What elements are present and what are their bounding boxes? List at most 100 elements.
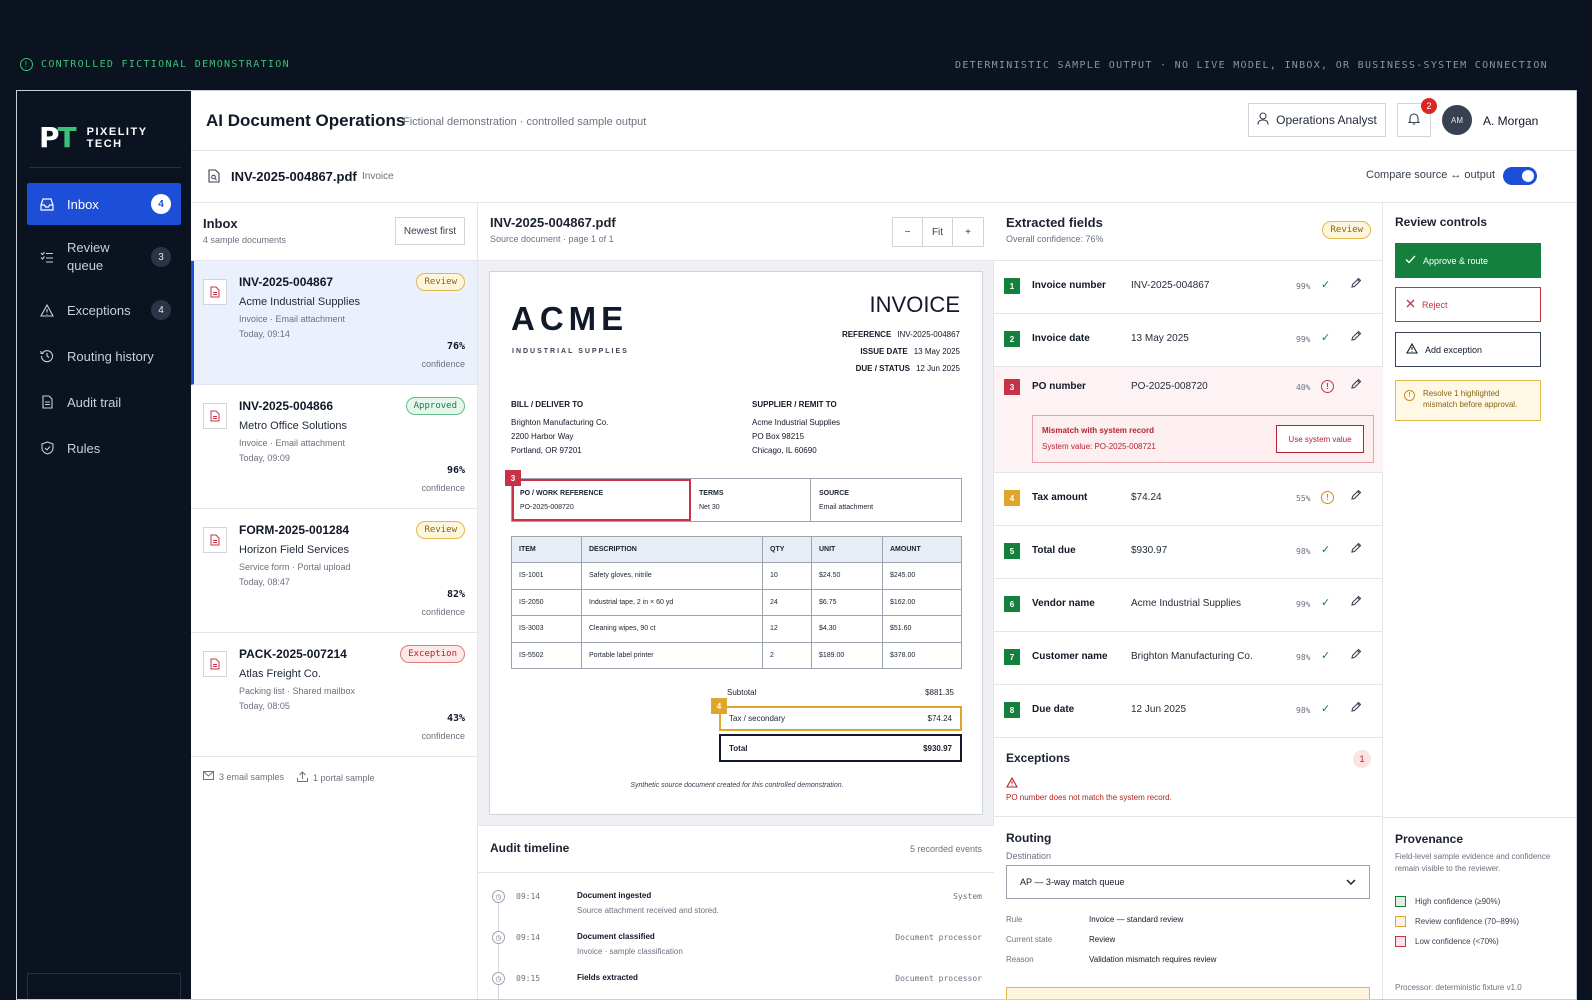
- sidebar-item-review-queue[interactable]: Review queue 3: [27, 229, 181, 285]
- field-row[interactable]: 5 Total due $930.97 98% ✓: [994, 526, 1383, 579]
- info-icon: !: [20, 58, 33, 71]
- field-label: Due date: [1032, 704, 1075, 715]
- demo-banner: ! CONTROLLED FICTIONAL DEMONSTRATION DET…: [0, 0, 1592, 90]
- sidebar-item-routing-history[interactable]: Routing history: [27, 335, 181, 377]
- table-cell: 24: [762, 588, 812, 616]
- role-button[interactable]: Operations Analyst: [1248, 103, 1386, 137]
- sort-button[interactable]: Newest first: [395, 217, 465, 245]
- field-row[interactable]: 1 Invoice number INV-2025-004867 99% ✓: [994, 261, 1383, 314]
- inbox-header: Inbox 4 sample documents Newest first: [191, 203, 477, 261]
- inbox-item[interactable]: INV-2025-004867 Acme Industrial Supplies I…: [191, 261, 477, 385]
- inbox-item[interactable]: FORM-2025-001284 Horizon Field Services Se…: [191, 509, 477, 633]
- total-row: Total $930.97: [719, 734, 962, 762]
- inbox-list: INV-2025-004867 Acme Industrial Supplies I…: [191, 261, 477, 757]
- table-cell: 10: [762, 562, 812, 590]
- zoom-in-button[interactable]: +: [965, 226, 971, 238]
- field-row[interactable]: 3 PO number PO-2025-008720 40%! Mismatch wit…: [994, 367, 1383, 473]
- notifications-button[interactable]: 2: [1397, 98, 1437, 137]
- inbox-item-id: INV-2025-004867: [239, 275, 334, 289]
- page-subtitle: Fictional demonstration · controlled sam…: [403, 116, 647, 128]
- table-cell: IS-3003: [511, 615, 582, 643]
- field-label: Total due: [1032, 545, 1076, 556]
- mismatch-alert: Mismatch with system record System value:…: [1032, 415, 1374, 463]
- zoom-fit-button[interactable]: Fit: [923, 218, 953, 246]
- edit-icon[interactable]: [1350, 378, 1362, 393]
- provenance-desc: Field-level sample evidence and confiden…: [1395, 852, 1551, 873]
- sidebar-item-exceptions[interactable]: Exceptions 4: [27, 289, 181, 331]
- sidebar-item-rules[interactable]: Rules: [27, 427, 181, 469]
- field-row[interactable]: 4 Tax amount $74.24 55%!: [994, 473, 1383, 526]
- compare-toggle[interactable]: [1503, 167, 1537, 185]
- check-icon: ✓: [1321, 544, 1331, 556]
- field-row[interactable]: 6 Vendor name Acme Industrial Supplies 99% ✓: [994, 579, 1383, 632]
- inbox-item[interactable]: PACK-2025-007214 Atlas Freight Co. Packing…: [191, 633, 477, 757]
- inbox-title: Inbox: [203, 216, 238, 231]
- invoice-page: ACME INDUSTRIAL SUPPLIES INVOICE REFEREN…: [489, 271, 983, 815]
- tax-row[interactable]: Tax / secondary $74.24: [719, 706, 962, 731]
- field-value: 12 Jun 2025: [1131, 704, 1187, 715]
- alert-icon: !: [1321, 380, 1334, 393]
- inbox-item-confidence: 82%: [446, 589, 465, 600]
- subtotal-row: Subtotal $881.35: [727, 687, 954, 697]
- field-confidence: 99%: [1296, 282, 1311, 291]
- bill-to-block: BILL / DELIVER TO Brighton Manufacturing…: [511, 400, 609, 455]
- inbox-item[interactable]: INV-2025-004866 Metro Office Solutions Inv…: [191, 385, 477, 509]
- banner-left-text: CONTROLLED FICTIONAL DEMONSTRATION: [41, 59, 290, 70]
- field-marker: 5: [1004, 543, 1020, 559]
- timeline-event: ◷ 09:15 Fields extracted Document processor: [478, 972, 994, 999]
- field-value: INV-2025-004867: [1131, 280, 1210, 291]
- extracted-fields-panel: Extracted fields Overall confidence: 76%…: [994, 203, 1383, 999]
- inbox-item-time: Today, 08:47: [239, 577, 290, 587]
- destination-select[interactable]: AP — 3-way match queue: [1006, 865, 1370, 899]
- user-name[interactable]: A. Morgan: [1483, 114, 1539, 128]
- edit-icon[interactable]: [1350, 595, 1362, 610]
- edit-icon[interactable]: [1350, 701, 1362, 716]
- legend-swatch: [1395, 896, 1406, 907]
- use-system-value-button[interactable]: Use system value: [1276, 425, 1364, 453]
- pdf-icon: [203, 279, 227, 305]
- field-confidence: 98%: [1296, 547, 1311, 556]
- terms-cell: TERMS Net 30: [691, 479, 811, 521]
- approve-button[interactable]: Approve & route: [1395, 243, 1541, 278]
- reject-button[interactable]: Reject: [1395, 287, 1541, 322]
- inbox-item-name: Atlas Freight Co.: [239, 668, 321, 680]
- audit-count: 5 recorded events: [909, 844, 982, 854]
- inbox-item-meta: Packing list · Shared mailbox: [239, 686, 356, 696]
- event-title: Document ingested: [577, 891, 652, 900]
- pdf-icon: [203, 651, 227, 677]
- edit-icon[interactable]: [1350, 330, 1362, 345]
- add-exception-button[interactable]: Add exception: [1395, 332, 1541, 367]
- inbox-item-id: FORM-2025-001284: [239, 523, 350, 537]
- inbox-item-meta: Invoice · Email attachment: [239, 438, 346, 448]
- invoice-title: INVOICE: [869, 292, 960, 317]
- field-label: Invoice date: [1032, 333, 1090, 344]
- table-row: IS-1001 Safety gloves, nitrile 10 $24.50 $24…: [511, 562, 962, 590]
- rule-label: Rule: [1006, 915, 1023, 924]
- check-icon: ✓: [1321, 279, 1331, 291]
- avatar[interactable]: AM: [1442, 105, 1472, 135]
- sidebar-item-audit-trail[interactable]: Audit trail: [27, 381, 181, 423]
- field-marker: 6: [1004, 596, 1020, 612]
- field-row[interactable]: 2 Invoice date 13 May 2025 99% ✓: [994, 314, 1383, 367]
- notification-count: 2: [1421, 98, 1437, 114]
- edit-icon[interactable]: [1350, 542, 1362, 557]
- edit-icon[interactable]: [1350, 489, 1362, 504]
- check-icon: ✓: [1321, 703, 1331, 715]
- field-row[interactable]: 7 Customer name Brighton Manufacturing Co.…: [994, 632, 1383, 685]
- edit-icon[interactable]: [1350, 648, 1362, 663]
- sidebar: PT PIXELITY TECH Inbox 4 Review queue 3 …: [17, 91, 191, 999]
- zoom-controls: − Fit +: [892, 217, 984, 247]
- edit-icon[interactable]: [1350, 277, 1362, 292]
- provenance-title: Provenance: [1395, 832, 1464, 846]
- document-filename: INV-2025-004867.pdf: [231, 169, 357, 184]
- po-highlight[interactable]: [512, 479, 691, 521]
- brand-logo[interactable]: PT PIXELITY TECH: [39, 121, 148, 154]
- exception-message[interactable]: PO number does not match the system reco…: [1006, 793, 1172, 802]
- zoom-out-button[interactable]: −: [893, 218, 923, 246]
- warning-icon: [1006, 776, 1018, 791]
- field-confidence: 40%: [1296, 383, 1311, 392]
- terms-row: PO / WORK REFERENCE PO-2025-008720 TERMS N…: [511, 478, 962, 522]
- event-title: Fields extracted: [577, 973, 638, 982]
- sidebar-item-inbox[interactable]: Inbox 4: [27, 183, 181, 225]
- field-row[interactable]: 8 Due date 12 Jun 2025 98% ✓: [994, 685, 1383, 738]
